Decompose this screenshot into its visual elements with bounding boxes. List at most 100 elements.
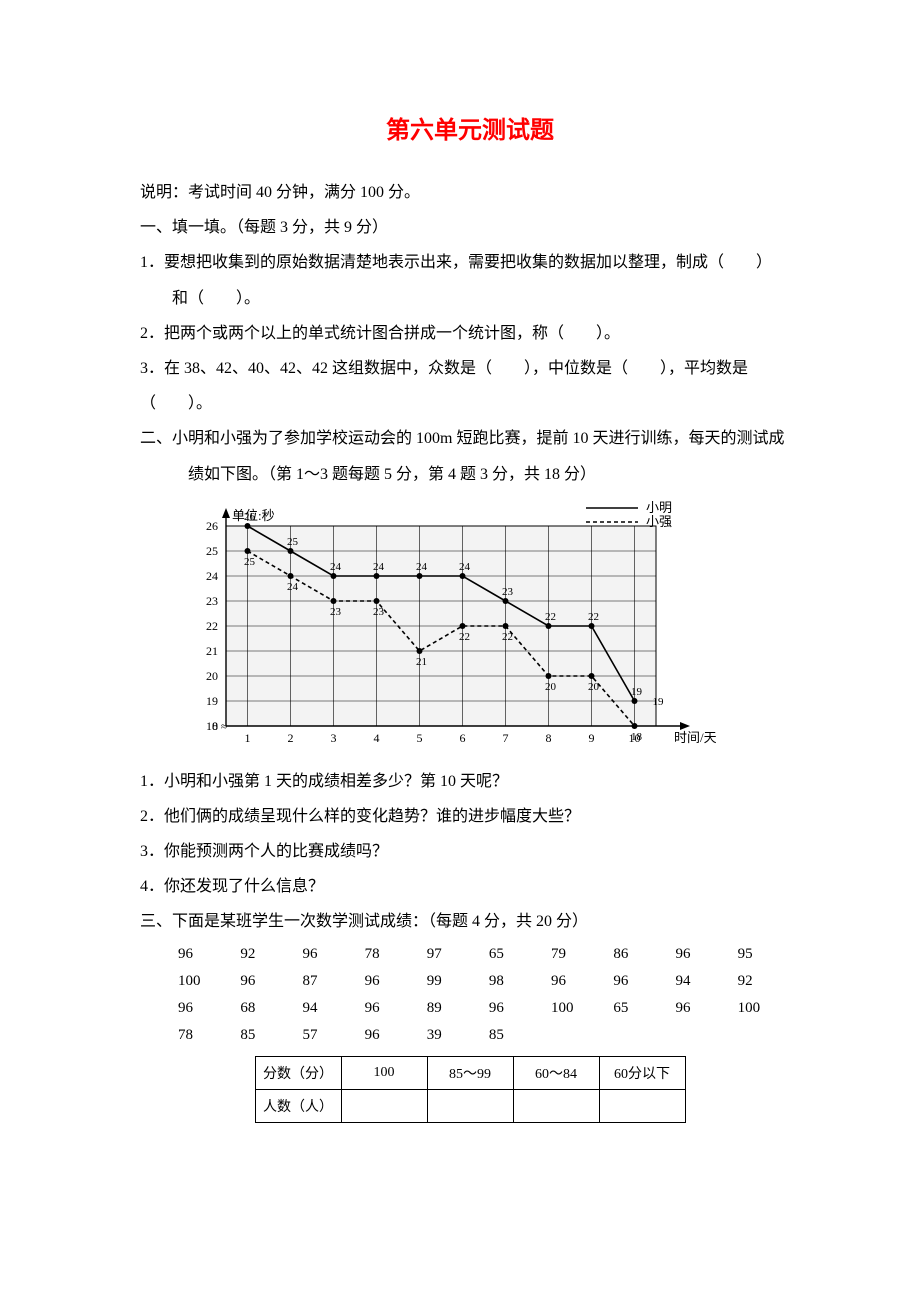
svg-text:22: 22: [545, 611, 556, 623]
svg-text:20: 20: [206, 669, 218, 683]
score-cell: 96: [365, 996, 425, 1021]
svg-text:6: 6: [460, 731, 466, 745]
table-row: 96929678976579869695: [178, 942, 798, 967]
svg-text:22: 22: [502, 631, 513, 643]
svg-text:21: 21: [416, 656, 427, 668]
cat-header-cell: 人数（人）: [255, 1089, 341, 1122]
instruction-line: 说明：考试时间 40 分钟，满分 100 分。: [140, 175, 800, 210]
cat-col-cell: 60～84: [513, 1056, 599, 1089]
score-cell: 97: [427, 942, 487, 967]
score-cell: [675, 1023, 735, 1048]
score-cell: 78: [365, 942, 425, 967]
svg-text:19: 19: [631, 686, 643, 698]
svg-text:26: 26: [206, 519, 218, 533]
score-cell: [738, 1023, 798, 1048]
s2-q3: 3．你能预测两个人的比赛成绩吗？: [140, 834, 800, 869]
svg-text:23: 23: [330, 606, 342, 618]
s2-q1: 1．小明和小强第 1 天的成绩相差多少？第 10 天呢？: [140, 764, 800, 799]
section1-heading: 一、填一填。（每题 3 分，共 9 分）: [140, 210, 800, 245]
svg-text:19: 19: [653, 696, 665, 708]
score-cell: 96: [613, 969, 673, 994]
score-cell: 79: [551, 942, 611, 967]
score-cell: 39: [427, 1023, 487, 1048]
svg-text:9: 9: [589, 731, 595, 745]
score-cell: 57: [303, 1023, 363, 1048]
score-cell: 78: [178, 1023, 238, 1048]
q3-line-a: 3．在 38、42、40、42、42 这组数据中，众数是（ ），中位数是（ ），…: [140, 351, 800, 386]
score-cell: 89: [427, 996, 487, 1021]
score-cell: [551, 1023, 611, 1048]
svg-text:1: 1: [245, 731, 251, 745]
score-cell: 65: [613, 996, 673, 1021]
svg-text:20: 20: [588, 681, 600, 693]
svg-text:4: 4: [374, 731, 380, 745]
score-cell: 96: [365, 1023, 425, 1048]
svg-text:18: 18: [631, 731, 643, 743]
score-cell: 86: [613, 942, 673, 967]
svg-text:23: 23: [206, 594, 218, 608]
page-title: 第六单元测试题: [140, 110, 800, 145]
svg-text:3: 3: [331, 731, 337, 745]
svg-text:25: 25: [206, 544, 218, 558]
svg-text:24: 24: [287, 581, 299, 593]
score-cell: 100: [551, 996, 611, 1021]
svg-text:小明: 小明: [646, 500, 672, 515]
line-chart: 1819202122232425260≈12345678910单位:秒时间/天小…: [140, 492, 800, 764]
svg-text:24: 24: [330, 561, 342, 573]
q1-line-b: 和（ ）。: [140, 281, 800, 316]
score-cell: 94: [675, 969, 735, 994]
svg-text:≈: ≈: [221, 721, 227, 733]
svg-text:24: 24: [206, 569, 218, 583]
svg-text:22: 22: [206, 619, 218, 633]
score-cell: 94: [303, 996, 363, 1021]
svg-text:2: 2: [288, 731, 294, 745]
s2-q2: 2．他们俩的成绩呈现什么样的变化趋势？谁的进步幅度大些？: [140, 799, 800, 834]
svg-text:8: 8: [546, 731, 552, 745]
svg-text:时间/天: 时间/天: [674, 730, 716, 745]
q1-line-a: 1．要想把收集到的原始数据清楚地表示出来，需要把收集的数据加以整理，制成（ ）: [140, 245, 800, 280]
svg-text:21: 21: [206, 644, 218, 658]
score-cell: 92: [240, 942, 300, 967]
score-cell: 85: [489, 1023, 549, 1048]
cat-col-cell: 100: [341, 1056, 427, 1089]
score-cell: 100: [738, 996, 798, 1021]
section3-heading: 三、下面是某班学生一次数学测试成绩：（每题 4 分，共 20 分）: [140, 904, 800, 939]
svg-text:25: 25: [244, 556, 256, 568]
score-cell: 100: [178, 969, 238, 994]
svg-text:24: 24: [416, 561, 428, 573]
score-cell: 96: [303, 942, 363, 967]
score-cell: 68: [240, 996, 300, 1021]
cat-col-cell: 85～99: [427, 1056, 513, 1089]
score-cell: 65: [489, 942, 549, 967]
table-row: 100968796999896969492: [178, 969, 798, 994]
score-cell: 96: [178, 996, 238, 1021]
svg-text:0: 0: [212, 719, 218, 733]
cat-header-cell: 分数（分）: [255, 1056, 341, 1089]
score-cell: 99: [427, 969, 487, 994]
score-cell: 95: [738, 942, 798, 967]
svg-text:26: 26: [244, 511, 256, 523]
table-row: 9668949689961006596100: [178, 996, 798, 1021]
svg-text:22: 22: [459, 631, 470, 643]
score-cell: 96: [551, 969, 611, 994]
score-cell: 96: [240, 969, 300, 994]
s2-q4: 4．你还发现了什么信息？: [140, 869, 800, 904]
score-cell: 98: [489, 969, 549, 994]
svg-text:小强: 小强: [646, 514, 672, 529]
svg-text:7: 7: [503, 731, 509, 745]
cat-col-cell: 60分以下: [599, 1056, 685, 1089]
score-cell: 96: [675, 996, 735, 1021]
section2-heading-b: 绩如下图。（第 1～3 题每题 5 分，第 4 题 3 分，共 18 分）: [140, 457, 800, 492]
cat-empty-cell: [513, 1089, 599, 1122]
svg-text:24: 24: [373, 561, 385, 573]
score-cell: 96: [365, 969, 425, 994]
category-table: 分数（分）10085～9960～8460分以下 人数（人）: [255, 1056, 686, 1123]
scores-grid: 9692967897657986969510096879699989696949…: [176, 940, 800, 1050]
svg-text:20: 20: [545, 681, 557, 693]
score-cell: 96: [178, 942, 238, 967]
section2-heading-a: 二、小明和小强为了参加学校运动会的 100m 短跑比赛，提前 10 天进行训练，…: [140, 421, 800, 456]
table-row: 788557963985: [178, 1023, 798, 1048]
score-cell: 92: [738, 969, 798, 994]
q2-line: 2．把两个或两个以上的单式统计图合拼成一个统计图，称（ ）。: [140, 316, 800, 351]
svg-text:23: 23: [373, 606, 385, 618]
